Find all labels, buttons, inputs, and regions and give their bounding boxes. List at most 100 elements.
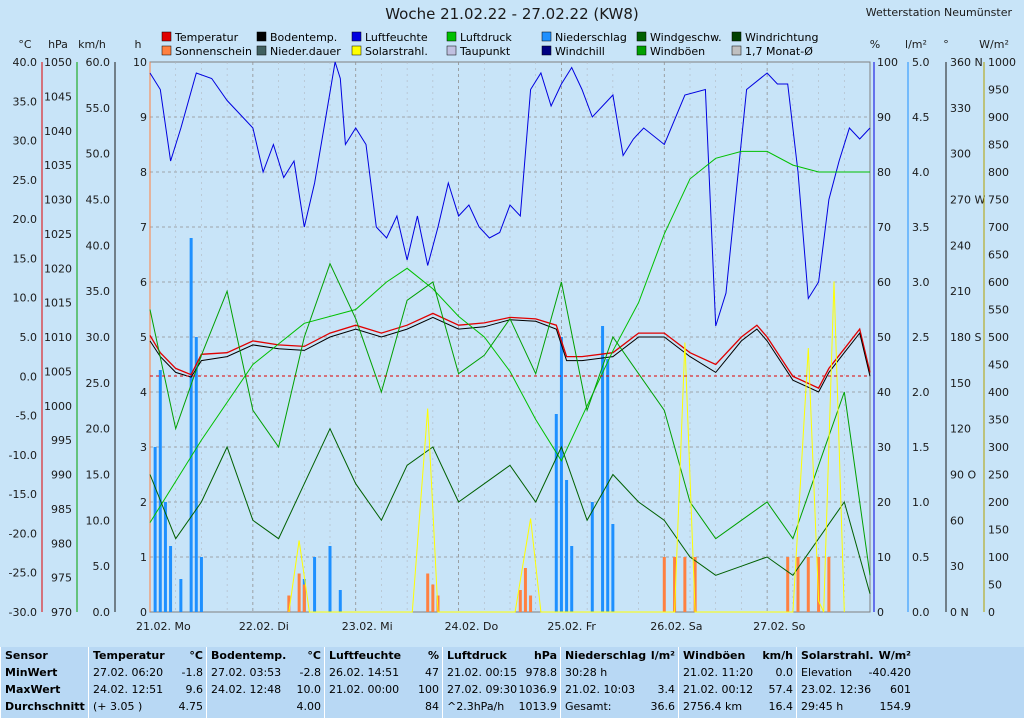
legend-swatch	[636, 31, 647, 42]
day-label: 23.02. Mi	[342, 620, 393, 633]
legend-swatch	[351, 31, 362, 42]
axis-tick-label: 1020	[44, 262, 72, 275]
legend-label: Sonnenschein	[175, 45, 252, 58]
stats-row: 29:45 h 154.9	[797, 698, 915, 715]
axis-tick-label: 900	[988, 111, 1009, 124]
axis-tick-label: 600	[988, 276, 1009, 289]
bar-mark	[431, 584, 435, 612]
axis-tick-label: 2	[140, 496, 147, 509]
axis-unit-label: °C	[18, 38, 32, 51]
axis-tick-label: 1.0	[912, 496, 930, 509]
axis-tick-label: 0	[877, 606, 884, 619]
axis-tick-label: 9	[140, 111, 147, 124]
axis-tick-label: 0.0	[20, 370, 38, 383]
stats-row-label: Durchschnitt	[5, 700, 85, 713]
axis-tick-label: 300	[988, 441, 1009, 454]
axis-tick-label: 180 S	[950, 331, 981, 344]
stats-row: 21.02. 11:20 0.0	[679, 664, 797, 681]
axis-tick-label: 30	[877, 441, 891, 454]
axis-tick-label: 4	[140, 386, 147, 399]
axis-tick-label: 0.0	[912, 606, 930, 619]
axis-tick-label: 10	[877, 551, 891, 564]
legend-swatch	[161, 45, 172, 56]
axis-tick-label: 50	[877, 331, 891, 344]
bar-mark	[529, 595, 533, 612]
stats-cell-date: Elevation	[801, 666, 853, 679]
legend-swatch	[161, 31, 172, 42]
stats-column: Bodentemp. °C 27.02. 03:53 -2.8 24.02. 12:48…	[206, 647, 325, 718]
bar-mark	[297, 573, 301, 612]
legend-swatch	[446, 45, 457, 56]
stats-cell-date: 2756.4 km	[683, 700, 743, 713]
legend-swatch	[541, 31, 552, 42]
bar-mark	[611, 524, 615, 612]
stats-cell-value: 3.4	[657, 683, 676, 696]
axis-tick-label: 45.0	[86, 194, 111, 207]
axis-tick-label: 40	[877, 386, 891, 399]
axis-tick-label: 450	[988, 359, 1009, 372]
stats-row: 26.02. 14:51 47	[325, 664, 443, 681]
legend-label: Windchill	[555, 45, 605, 58]
bar-mark	[662, 557, 666, 612]
stats-header-label: Luftdruck	[447, 649, 507, 662]
axis-tick-label: 0.0	[93, 606, 111, 619]
axis-tick-label: 210	[950, 285, 971, 298]
bar-mark	[426, 573, 430, 612]
stats-cell-date: 26.02. 14:51	[329, 666, 400, 679]
axis-tick-label: 240	[950, 239, 971, 252]
day-label: 22.02. Di	[239, 620, 289, 633]
stats-cell-value: 36.6	[650, 700, 676, 713]
stats-header-label: Windböen	[683, 649, 746, 662]
axis-tick-label: 0 N	[950, 606, 969, 619]
stats-column: Luftdruck hPa 21.02. 00:15 978.8 27.02. 09:3…	[442, 647, 561, 718]
stats-column: Temperatur °C 27.02. 06:20 -1.8 24.02. 12:51…	[88, 647, 207, 718]
axis-tick-label: 90	[877, 111, 891, 124]
stats-row: 21.02. 00:15 978.8	[443, 664, 561, 681]
bar-mark	[338, 590, 342, 612]
axis-tick-label: 975	[51, 572, 72, 585]
stats-row: 21.02. 00:12 57.4	[679, 681, 797, 698]
stats-cell-date: ^2.3hPa/h	[447, 700, 505, 713]
axis-tick-label: -10.0	[9, 449, 37, 462]
stats-column: Sensor MinWert MaxWert Durchschnitt	[0, 647, 89, 718]
stats-header: Solarstrahl. W/m²	[797, 647, 915, 664]
stats-header-unit: W/m²	[878, 649, 911, 662]
axis-tick-label: 60.0	[86, 56, 111, 69]
stats-cell-value: 1036.9	[518, 683, 558, 696]
axis-tick-label: 30.0	[13, 135, 38, 148]
bar-mark	[796, 557, 800, 612]
axis-tick-label: 3.0	[912, 276, 930, 289]
bar-mark	[693, 557, 697, 612]
axis-tick-label: 2.0	[912, 386, 930, 399]
weather-chart: Woche 21.02.22 - 27.02.22 (KW8) Wetterst…	[8, 5, 1016, 633]
axis-tick-label: 1030	[44, 194, 72, 207]
bar-mark	[827, 557, 831, 612]
bar-mark	[179, 579, 183, 612]
axis-tick-label: 20.0	[86, 423, 111, 436]
axis-tick-label: 6	[140, 276, 147, 289]
stats-row: 27.02. 03:53 -2.8	[207, 664, 325, 681]
legend-label: Niederschlag	[555, 31, 627, 44]
stats-cell-value: 16.4	[768, 700, 794, 713]
axis-tick-label: 150	[988, 524, 1009, 537]
bar-mark	[153, 447, 157, 612]
axis-tick-label: 1025	[44, 228, 72, 241]
legend-label: Luftdruck	[460, 31, 512, 44]
bar-mark	[554, 414, 558, 612]
stats-header-unit: hPa	[533, 649, 557, 662]
legend-swatch	[731, 45, 742, 56]
stats-header: Windböen km/h	[679, 647, 797, 664]
axis-tick-label: -15.0	[9, 488, 37, 501]
stats-header: Luftdruck hPa	[443, 647, 561, 664]
bar-mark	[287, 595, 291, 612]
stats-header: Luftfeuchte%	[325, 647, 443, 664]
stats-header-label: Bodentemp.	[211, 649, 287, 662]
axis-tick-label: 985	[51, 503, 72, 516]
series-line	[149, 427, 871, 594]
axis-tick-label: 300	[950, 148, 971, 161]
axis-tick-label: 40.0	[86, 239, 111, 252]
axis-tick-label: 4.5	[912, 111, 930, 124]
axis-tick-label: 5.0	[93, 560, 111, 573]
stats-cell-date: 27.02. 09:30	[447, 683, 518, 696]
stats-header-label: Niederschlag	[565, 649, 647, 662]
